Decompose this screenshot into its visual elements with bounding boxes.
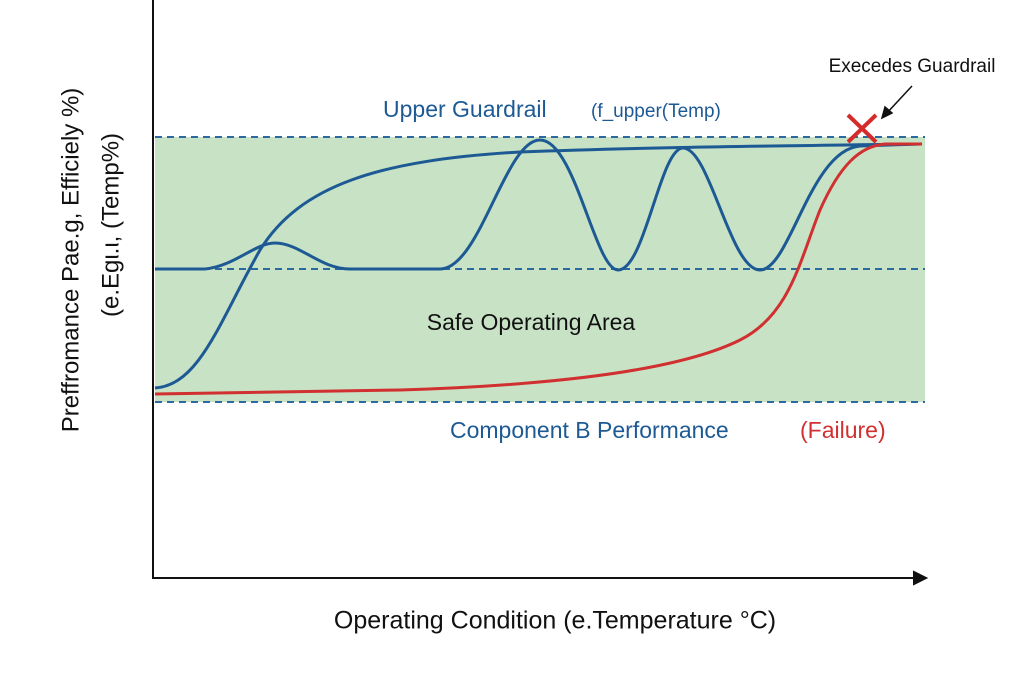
failure-label: (Failure) bbox=[800, 417, 886, 443]
curve-b bbox=[155, 138, 921, 272]
y-axis-label: Preffromance Pae.g, Efficiely %) bbox=[57, 88, 84, 433]
curve-a bbox=[154, 142, 921, 390]
guardrail-title: Upper Guardrail bbox=[383, 96, 547, 122]
guardrail-formula: (f_upper(Temp) bbox=[591, 101, 721, 122]
safe-area-label: Safe Operating Area bbox=[427, 309, 636, 335]
exceed-marker bbox=[846, 113, 878, 144]
component-label: Component B Performance bbox=[450, 417, 729, 443]
x-axis-label: Operating Condition (e.Temperature °C) bbox=[334, 607, 776, 635]
annotation-arrow bbox=[880, 85, 913, 120]
y-axis-label-2: (e.Egι.ι, (Temp%) bbox=[97, 133, 124, 317]
axes bbox=[152, 0, 929, 586]
curve-failure bbox=[154, 142, 922, 396]
annotation: Execedes Guardrail bbox=[829, 56, 996, 77]
